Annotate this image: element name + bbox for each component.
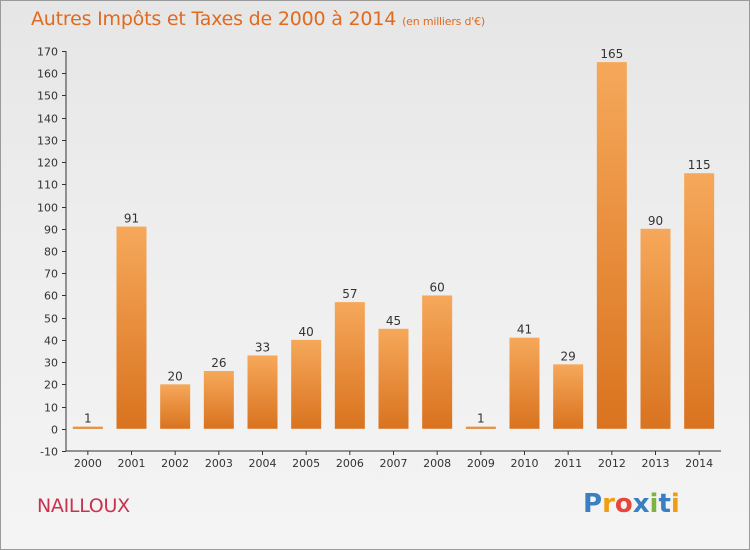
y-tick-label: 170 xyxy=(37,46,58,59)
bar xyxy=(203,371,234,429)
chart-title: Autres Impôts et Taxes de 2000 à 2014 (en… xyxy=(31,8,485,30)
x-tick-label: 2000 xyxy=(74,457,102,470)
chart-title-text: Autres Impôts et Taxes de 2000 à 2014 xyxy=(31,8,397,30)
x-tick-label: 2003 xyxy=(205,457,233,470)
logo-letter: P xyxy=(583,489,603,519)
bar-value-label: 60 xyxy=(430,280,445,294)
x-tick-label: 2009 xyxy=(467,457,495,470)
y-tick-label: 60 xyxy=(44,290,58,303)
bar xyxy=(378,328,409,429)
bar xyxy=(72,426,103,429)
bar-value-label: 29 xyxy=(561,349,576,363)
x-tick-label: 2005 xyxy=(292,457,320,470)
y-tick-label: 20 xyxy=(44,379,58,392)
bar-value-label: 115 xyxy=(688,158,711,172)
y-tick-label: 40 xyxy=(44,335,58,348)
city-name: NAILLOUX xyxy=(37,495,130,517)
bar-value-label: 91 xyxy=(124,212,139,226)
chart-subtitle: (en milliers d'€) xyxy=(402,15,485,28)
bar xyxy=(247,355,278,429)
y-tick-label: 0 xyxy=(51,424,58,437)
y-tick-label: 30 xyxy=(44,357,58,370)
x-tick-label: 2011 xyxy=(554,457,582,470)
y-tick-label: 150 xyxy=(37,90,58,103)
bar xyxy=(334,302,365,429)
bar-value-label: 33 xyxy=(255,340,270,354)
logo-letter: x xyxy=(632,489,650,519)
bar-value-label: 57 xyxy=(342,287,357,301)
bar-value-label: 40 xyxy=(299,325,314,339)
y-tick-label: 130 xyxy=(37,135,58,148)
bar xyxy=(596,62,627,429)
bar-value-label: 45 xyxy=(386,314,401,328)
bar xyxy=(509,337,540,429)
x-tick-label: 2014 xyxy=(685,457,713,470)
x-tick-label: 2002 xyxy=(161,457,189,470)
bar xyxy=(465,426,496,429)
bar xyxy=(640,228,671,429)
logo-letter: i xyxy=(670,489,680,519)
logo-letter: o xyxy=(614,489,633,519)
x-tick-label: 2004 xyxy=(249,457,277,470)
bar-value-label: 90 xyxy=(648,214,663,228)
y-tick-label: 10 xyxy=(44,402,58,415)
bar-value-label: 1 xyxy=(84,412,92,426)
bar-value-label: 1 xyxy=(477,412,485,426)
logo-letter: t xyxy=(658,489,671,519)
x-tick-label: 2013 xyxy=(642,457,670,470)
bar-value-label: 165 xyxy=(600,47,623,61)
bar xyxy=(116,226,147,429)
bar xyxy=(160,384,191,429)
bar-value-label: 41 xyxy=(517,323,532,337)
y-tick-label: 110 xyxy=(37,179,58,192)
x-tick-label: 2010 xyxy=(511,457,539,470)
bar xyxy=(553,364,584,429)
y-tick-label: 100 xyxy=(37,202,58,215)
x-tick-label: 2007 xyxy=(380,457,408,470)
bar-value-label: 26 xyxy=(211,356,226,370)
bar xyxy=(684,173,715,429)
bar xyxy=(422,295,453,429)
y-tick-label: 160 xyxy=(37,68,58,81)
x-tick-label: 2012 xyxy=(598,457,626,470)
y-tick-label: -10 xyxy=(40,446,58,459)
y-tick-label: 80 xyxy=(44,246,58,259)
logo-letter: r xyxy=(602,489,615,519)
y-tick-label: 140 xyxy=(37,113,58,126)
y-tick-label: 120 xyxy=(37,157,58,170)
x-tick-label: 2006 xyxy=(336,457,364,470)
x-tick-label: 2008 xyxy=(423,457,451,470)
proxiti-logo[interactable]: Proxiti xyxy=(583,489,680,519)
y-tick-label: 50 xyxy=(44,313,58,326)
y-tick-label: 70 xyxy=(44,268,58,281)
bar xyxy=(291,339,322,429)
logo-letter: i xyxy=(649,489,659,519)
x-tick-label: 2001 xyxy=(118,457,146,470)
y-tick-label: 90 xyxy=(44,224,58,237)
bar-value-label: 20 xyxy=(168,369,183,383)
